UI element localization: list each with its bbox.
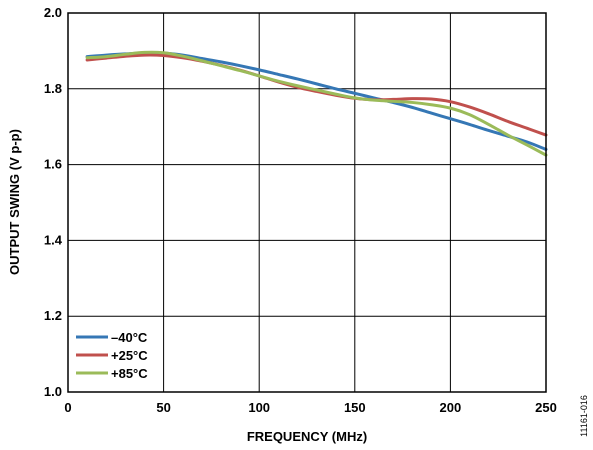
y-tick-label: 2.0 [44, 5, 62, 20]
figure-id: 11161-016 [579, 395, 589, 437]
plot-background [68, 13, 546, 392]
y-axis-title: OUTPUT SWING (V p-p) [7, 129, 22, 275]
y-tick-label: 1.2 [44, 308, 62, 323]
legend-label-plus-25c: +25°C [111, 348, 148, 363]
x-tick-label: 150 [344, 400, 366, 415]
y-tick-labels: 1.0 1.2 1.4 1.6 1.8 2.0 [44, 5, 63, 399]
legend-label-plus-85c: +85°C [111, 366, 148, 381]
legend: –40°C +25°C +85°C [76, 330, 148, 381]
x-tick-label: 0 [64, 400, 71, 415]
x-tick-label: 250 [535, 400, 557, 415]
x-tick-label: 200 [440, 400, 462, 415]
x-tick-label: 50 [156, 400, 170, 415]
series-lines [85, 50, 548, 157]
x-tick-label: 100 [248, 400, 270, 415]
legend-label-minus-40c: –40°C [111, 330, 148, 345]
y-tick-label: 1.6 [44, 157, 62, 172]
plot-frame [67, 12, 547, 393]
series-line-plus-85c [85, 50, 548, 157]
x-axis-title: FREQUENCY (MHz) [247, 429, 367, 444]
y-tick-label: 1.4 [44, 232, 63, 247]
x-tick-labels: 0 50 100 150 200 250 [64, 400, 556, 415]
y-tick-label: 1.8 [44, 81, 62, 96]
grid-lines [68, 13, 546, 392]
y-tick-label: 1.0 [44, 384, 62, 399]
